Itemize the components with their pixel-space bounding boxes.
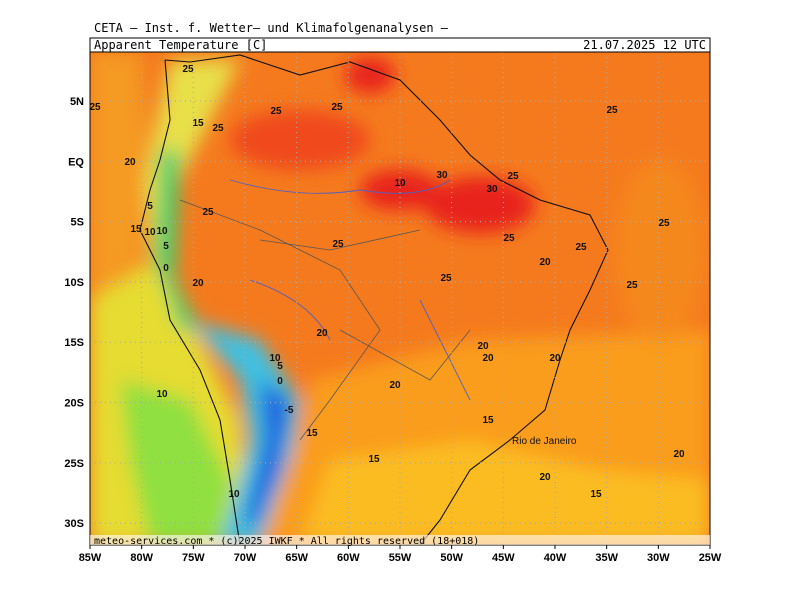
contour-label: 15 <box>590 489 602 500</box>
graticule: 5N EQ 5S 10S 15S 20S 25S 30S 85W 80W 75W 70W 65W 60W 5… <box>64 52 722 564</box>
lon-label: 35W <box>595 552 618 564</box>
contour-label: 25 <box>202 207 214 218</box>
lat-label: 5S <box>71 217 84 229</box>
lat-label: 15S <box>64 337 84 349</box>
contour-label: 25 <box>503 233 515 244</box>
lon-label: 70W <box>234 552 257 564</box>
contour-label: 0 <box>163 263 169 274</box>
lon-label: 60W <box>337 552 360 564</box>
lon-label: 85W <box>79 552 102 564</box>
contour-label: 20 <box>549 353 561 364</box>
lon-label: 80W <box>130 552 153 564</box>
contour-label: 5 <box>163 241 169 252</box>
contour-label: 25 <box>89 102 101 113</box>
lon-label: 45W <box>492 552 515 564</box>
lat-label: 30S <box>64 518 84 530</box>
contour-label: 10 <box>156 226 168 237</box>
lon-label: 75W <box>182 552 205 564</box>
lon-label: 40W <box>544 552 567 564</box>
contour-label: 15 <box>482 415 494 426</box>
contour-label: 20 <box>539 472 551 483</box>
lon-label: 55W <box>389 552 412 564</box>
contour-label: 25 <box>212 123 224 134</box>
valid-time: 21.07.2025 12 UTC <box>583 38 706 52</box>
contour-label: 20 <box>477 341 489 352</box>
map-title: Apparent Temperature [C] <box>94 38 267 52</box>
contour-label: 15 <box>306 428 318 439</box>
contour-label: 25 <box>626 280 638 291</box>
contour-label: 25 <box>606 105 618 116</box>
contour-label: 30 <box>486 184 498 195</box>
contour-label: 20 <box>539 257 551 268</box>
contour-label: -5 <box>285 405 294 416</box>
contour-label: 10 <box>144 227 156 238</box>
lat-label: 10S <box>64 277 84 289</box>
contour-label: 15 <box>130 224 142 235</box>
contour-label: 25 <box>332 239 344 250</box>
lon-label: 30W <box>647 552 670 564</box>
contour-label: 15 <box>192 118 204 129</box>
contour-label: 30 <box>436 170 448 181</box>
contour-label: 20 <box>192 278 204 289</box>
contour-label: 25 <box>658 218 670 229</box>
contour-label: 25 <box>575 242 587 253</box>
contour-label: 20 <box>316 328 328 339</box>
field <box>90 52 710 545</box>
contour-label: 20 <box>673 449 685 460</box>
contour-label: 15 <box>368 454 380 465</box>
contour-label: 25 <box>507 171 519 182</box>
contour-label: 25 <box>440 273 452 284</box>
lon-label: 65W <box>285 552 308 564</box>
contour-label: 10 <box>394 178 406 189</box>
footer: meteo-services.com * (c)2025 IWKF * All … <box>94 536 479 547</box>
contour-label: 10 <box>156 389 168 400</box>
lat-label: 20S <box>64 398 84 410</box>
lat-label: EQ <box>68 156 84 168</box>
contour-label: 20 <box>482 353 494 364</box>
city-label: Rio de Janeiro <box>512 436 577 447</box>
footer-bg <box>90 535 710 545</box>
contour-label: 10 <box>269 353 281 364</box>
contour-label: 10 <box>228 489 240 500</box>
contour-label: 5 <box>147 201 153 212</box>
lon-label: 25W <box>699 552 722 564</box>
institution: CETA — Inst. f. Wetter— und Klimafolgena… <box>94 21 449 35</box>
contour-label: 5 <box>277 361 283 372</box>
contour-label: 25 <box>270 106 282 117</box>
lat-label: 5N <box>70 96 84 108</box>
contour-label: 25 <box>182 64 194 75</box>
lon-label: 50W <box>440 552 463 564</box>
contour-label: 25 <box>331 102 343 113</box>
lat-label: 25S <box>64 458 84 470</box>
contour-label: 20 <box>124 157 136 168</box>
contour-label: 0 <box>277 376 283 387</box>
contour-label: 20 <box>389 380 401 391</box>
